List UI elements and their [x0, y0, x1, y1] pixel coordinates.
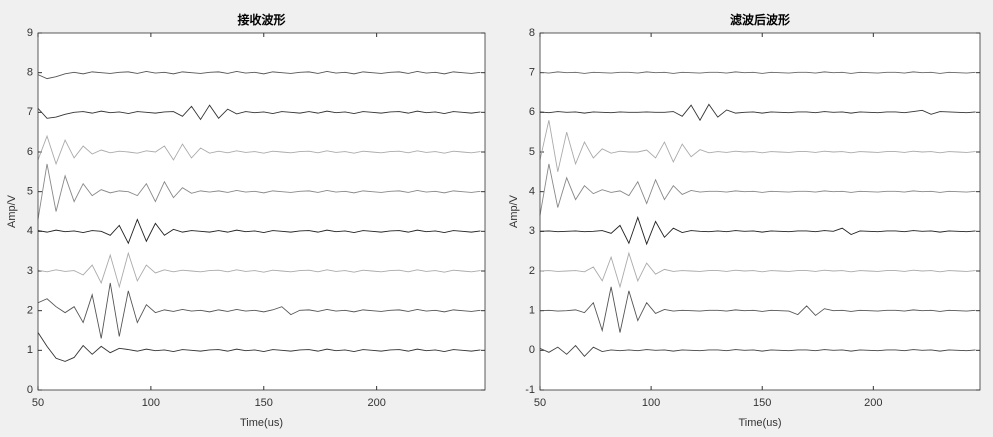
waveform [37, 163, 481, 220]
y-tick-label: 5 [529, 146, 535, 158]
y-axis-label: Amp/V [6, 194, 18, 228]
waveform [37, 104, 481, 121]
y-tick-label: 7 [27, 106, 33, 118]
waveform [539, 163, 976, 216]
y-tick-label: 7 [529, 67, 535, 79]
x-tick-label: 200 [367, 397, 385, 409]
y-tick-label: 0 [27, 384, 33, 396]
x-tick-label: 150 [255, 397, 273, 409]
x-tick-label: 200 [864, 397, 882, 409]
plot-area [540, 33, 980, 390]
y-axis-label: Amp/V [508, 194, 520, 228]
y-tick-label: 8 [529, 27, 535, 39]
x-axis-label: Time(us) [240, 417, 283, 429]
y-tick-label: 6 [27, 146, 33, 158]
y-tick-label: 6 [529, 106, 535, 118]
x-tick-label: 50 [534, 397, 546, 409]
y-tick-label: -1 [525, 384, 535, 396]
x-axis-label: Time(us) [739, 417, 782, 429]
axes-box [539, 32, 981, 391]
y-tick-label: 9 [27, 27, 33, 39]
x-tick-label: 150 [753, 397, 771, 409]
waveform [37, 251, 481, 289]
waveform [539, 103, 976, 122]
waveform [539, 120, 976, 172]
waveform [539, 216, 976, 246]
waveform [539, 286, 976, 333]
waveform [539, 251, 976, 289]
y-tick-label: 3 [529, 225, 535, 237]
y-tick-label: 0 [529, 344, 535, 356]
y-tick-label: 3 [27, 265, 33, 277]
y-tick-label: 2 [529, 265, 535, 277]
waveform [37, 282, 481, 339]
x-tick-label: 50 [32, 397, 44, 409]
waveform [37, 218, 481, 245]
axes-box [37, 32, 486, 391]
y-tick-label: 4 [529, 186, 535, 198]
y-tick-label: 2 [27, 305, 33, 317]
waveform [539, 71, 976, 74]
waveform [37, 71, 481, 80]
chart-title: 滤波后波形 [730, 12, 790, 27]
y-tick-label: 8 [27, 67, 33, 79]
waveform [37, 332, 481, 362]
waveform [539, 344, 976, 357]
x-tick-label: 100 [642, 397, 660, 409]
chart-title: 接收波形 [237, 12, 285, 27]
y-tick-label: 4 [27, 225, 33, 237]
y-tick-label: 1 [27, 344, 33, 356]
y-tick-label: 5 [27, 186, 33, 198]
plot-area [38, 33, 485, 390]
waveform [37, 134, 481, 166]
y-tick-label: 1 [529, 305, 535, 317]
x-tick-label: 100 [142, 397, 160, 409]
